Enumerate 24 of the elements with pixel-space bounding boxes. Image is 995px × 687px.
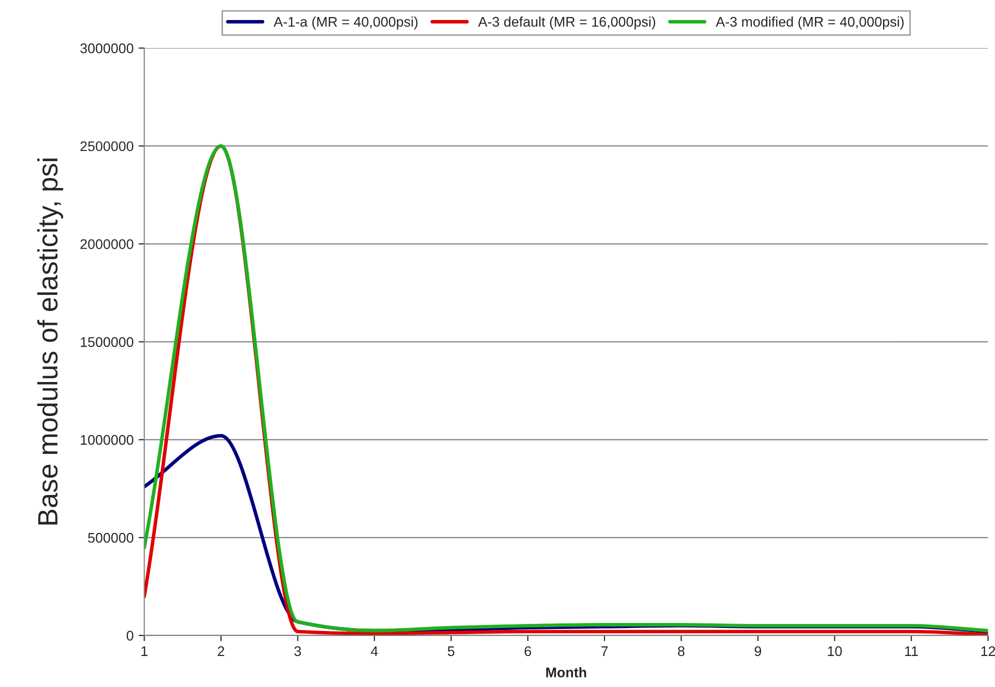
x-tick-label: 9 <box>754 646 762 656</box>
x-tick-label: 6 <box>524 646 532 656</box>
x-tick-label: 12 <box>981 646 995 656</box>
x-tick-label: 5 <box>448 646 454 656</box>
x-tick-label: 2 <box>218 646 224 656</box>
y-tick-label: 3000000 <box>80 43 134 54</box>
legend-label: A-1-a (MR = 40,000psi) <box>274 16 418 30</box>
y-tick-label: 1000000 <box>80 435 134 445</box>
x-axis-title: Month <box>546 667 586 678</box>
x-tick-label: 8 <box>678 646 684 656</box>
x-tick-label: 7 <box>601 646 608 656</box>
x-tick-label: 11 <box>905 646 918 656</box>
y-tick-label: 2500000 <box>80 141 134 152</box>
y-axis-title: Base modulus of elasticity, psi <box>37 158 64 525</box>
x-tick-label: 4 <box>370 646 378 656</box>
y-tick-label: 2000000 <box>80 239 134 250</box>
y-tick-label: 0 <box>126 630 134 641</box>
x-tick-label: 1 <box>141 646 148 656</box>
y-tick-label: 1500000 <box>80 337 134 347</box>
x-tick-label: 10 <box>828 646 842 656</box>
x-tick-label: 3 <box>294 646 301 656</box>
legend-label: A-3 modified (MR = 40,000psi) <box>716 16 904 30</box>
y-tick-label: 500000 <box>88 532 134 543</box>
legend-label: A-3 default (MR = 16,000psi) <box>478 16 656 30</box>
